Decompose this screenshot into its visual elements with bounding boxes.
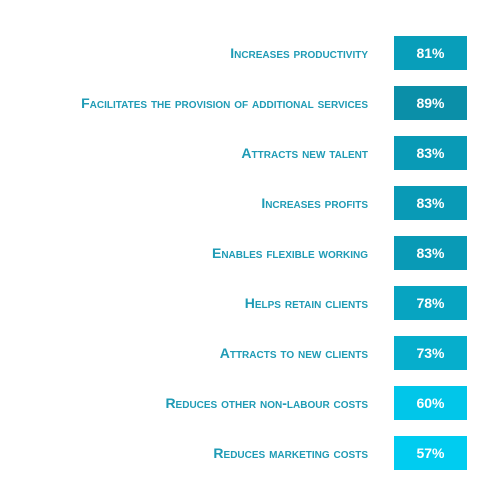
table-row: Helps retain clients 78% [0,286,500,320]
value-box: 83% [394,236,467,270]
value-box: 78% [394,286,467,320]
row-label: Increases profits [261,195,368,211]
row-label: Attracts to new clients [219,345,368,361]
value-box: 60% [394,386,467,420]
row-label: Reduces other non-labour costs [165,395,368,411]
row-label: Increases productivity [230,45,368,61]
table-row: Enables flexible working 83% [0,236,500,270]
row-label: Reduces marketing costs [213,445,368,461]
table-row: Increases profits 83% [0,186,500,220]
value-box: 83% [394,136,467,170]
value-box: 73% [394,336,467,370]
table-row: Reduces other non-labour costs 60% [0,386,500,420]
table-row: Reduces marketing costs 57% [0,436,500,470]
table-row: Attracts new talent 83% [0,136,500,170]
row-label: Attracts new talent [241,145,368,161]
row-label: Enables flexible working [211,245,368,261]
value-box: 57% [394,436,467,470]
table-row: Attracts to new clients 73% [0,336,500,370]
row-label: Facilitates the provision of additional … [81,95,368,111]
table-row: Facilitates the provision of additional … [0,86,500,120]
value-box: 81% [394,36,467,70]
value-box: 89% [394,86,467,120]
row-label: Helps retain clients [244,295,368,311]
value-box: 83% [394,186,467,220]
table-row: Increases productivity 81% [0,36,500,70]
